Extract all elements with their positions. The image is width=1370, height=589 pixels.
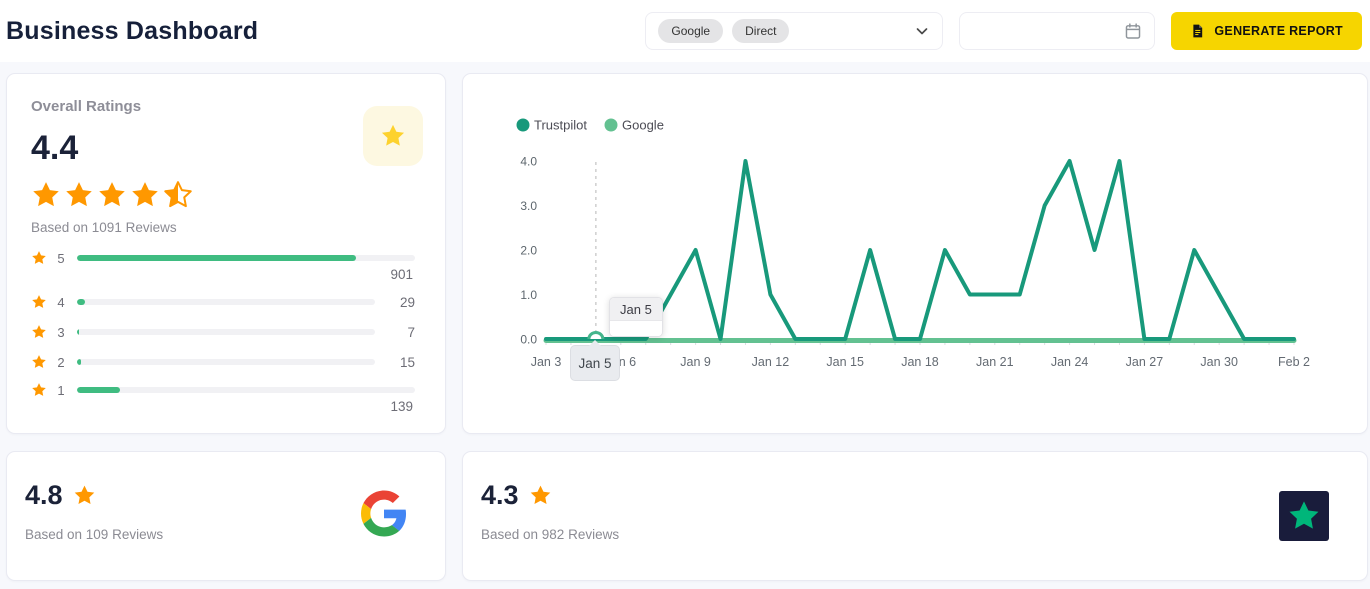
google-score: 4.8 [25,480,63,510]
star-icon [32,295,46,308]
page-title: Business Dashboard [6,16,259,45]
star-icon [32,251,46,264]
rating-distribution-row: 1 139 [31,377,415,419]
legend-dot-trustpilot [516,118,530,132]
rating-row-bar [77,255,415,261]
x-axis-label: Jan 12 [752,355,790,369]
x-axis-label: Jan 3 [531,355,562,369]
chart-tooltip-body [610,321,662,336]
x-axis-label: Jan 21 [976,355,1014,369]
x-axis-label: Jan 30 [1200,355,1238,369]
platform-select[interactable]: Google Direct [645,12,944,50]
topbar: Business Dashboard Google Direct GENERAT… [0,0,1370,62]
rating-distribution-row: 2 15 [31,347,415,377]
rating-row-stars: 3 [57,324,65,340]
header-controls: Google Direct GENERATE REPORT [645,12,1362,50]
overall-ratings-title: Overall Ratings [31,98,142,115]
chart-legend[interactable]: Trustpilot Google [516,118,664,133]
y-axis-tick: 2.0 [520,244,537,258]
x-axis-label: Jan 18 [901,355,939,369]
legend-dot-google [604,118,618,132]
google-score-row: 4.8 [25,480,419,511]
chevron-down-icon [914,23,930,39]
rating-distribution: 5 901 4 29 3 7 2 15 1 139 [31,245,415,419]
star-icon [32,325,46,338]
rating-distribution-row: 4 29 [31,287,415,317]
half-star-icon [164,181,192,208]
x-axis-label: Jan 27 [1126,355,1164,369]
calendar-icon[interactable] [1124,22,1142,40]
rating-row-stars: 5 [57,250,65,266]
legend-label-trustpilot[interactable]: Trustpilot [534,118,587,133]
overall-ratings-card: Overall Ratings 4.4 Based on 1091 Review… [6,73,446,434]
rating-row-stars: 2 [57,354,65,370]
y-axis-tick: 0.0 [520,333,537,347]
chart-tooltip: Jan 5 [609,297,663,337]
generate-report-label: GENERATE REPORT [1214,24,1343,38]
star-icon [66,182,92,207]
star-icon [99,182,125,207]
google-based-on: Based on 109 Reviews [25,527,164,542]
star-badge [363,106,423,166]
rating-row-bar [77,359,375,365]
google-rating-card: 4.8 Based on 109 Reviews [6,451,446,581]
rating-row-stars: 4 [57,294,65,310]
generate-report-button[interactable]: GENERATE REPORT [1171,12,1362,50]
rating-row-count: 139 [390,399,413,414]
legend-label-google[interactable]: Google [622,118,664,133]
x-axis-label: Feb 2 [1278,355,1310,369]
trustpilot-score: 4.3 [481,480,519,510]
overall-based-on: Based on 1091 Reviews [31,220,177,235]
overall-stars [31,180,415,210]
rating-distribution-row: 3 7 [31,317,415,347]
star-icon [530,485,550,505]
x-axis-label: Jan 15 [826,355,864,369]
star-icon [32,383,46,396]
rating-distribution-row: 5 901 [31,245,415,287]
trustpilot-score-row: 4.3 [481,480,1341,511]
dashboard-main: Overall Ratings 4.4 Based on 1091 Review… [6,73,1368,581]
trustpilot-logo [1279,491,1329,541]
chart-tooltip-title: Jan 5 [610,298,662,321]
x-axis-label: Jan 24 [1051,355,1089,369]
trustpilot-series-line [544,159,1296,341]
platform-chips: Google Direct [658,19,914,43]
trustpilot-rating-card: 4.3 Based on 982 Reviews [462,451,1368,581]
chip-direct[interactable]: Direct [732,19,790,43]
star-icon [132,182,158,207]
rating-row-bar [77,299,375,305]
star-icon [33,182,59,207]
rating-row-count: 29 [399,294,415,310]
date-range-input[interactable] [972,23,1125,39]
rating-row-stars: 1 [57,382,65,398]
rating-row-count: 901 [390,267,413,282]
rating-row-count: 7 [407,324,415,340]
x-axis-label: Jan 9 [680,355,711,369]
hover-point-marker [587,331,605,340]
y-axis-tick: 4.0 [520,155,537,169]
trustpilot-based-on: Based on 982 Reviews [481,527,620,542]
chip-google[interactable]: Google [658,19,724,43]
google-logo [361,490,407,542]
reviews-chart-card: Trustpilot Google 0.0 1.0 2.0 3.0 4.0 Jan 3 Jan … [462,73,1368,434]
reviews-line-chart[interactable]: Trustpilot Google 0.0 1.0 2.0 3.0 4.0 Jan 3 Jan … [463,74,1367,433]
report-icon [1190,23,1205,39]
rating-row-count: 15 [399,354,415,370]
date-range-field [959,12,1156,50]
rating-row-bar [77,387,415,393]
rating-row-bar [77,329,375,335]
badge-star-icon [381,124,405,146]
star-icon [74,485,94,505]
star-icon [32,355,46,368]
y-axis-tick: 1.0 [520,288,537,302]
overall-score: 4.4 [31,129,79,167]
chart-hover-axis-label: Jan 5 [570,340,620,381]
y-axis-tick: 3.0 [520,199,537,213]
